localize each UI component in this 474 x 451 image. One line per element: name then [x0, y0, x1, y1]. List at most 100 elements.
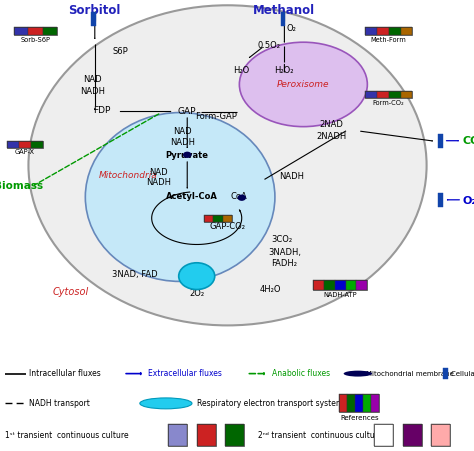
Text: 3CO₂: 3CO₂: [272, 235, 292, 244]
Text: NADH: NADH: [279, 172, 304, 181]
Text: Cellular membrane: Cellular membrane: [451, 371, 474, 377]
Text: Peroxisome: Peroxisome: [277, 80, 329, 89]
Bar: [438, 193, 443, 207]
Text: Biomass: Biomass: [0, 181, 44, 191]
Bar: [443, 368, 448, 379]
Bar: [346, 281, 356, 290]
Text: FDP: FDP: [93, 106, 110, 115]
Text: Pyruvate: Pyruvate: [166, 151, 209, 160]
Text: CO₂: CO₂: [462, 136, 474, 146]
Bar: [365, 91, 377, 98]
Bar: [7, 141, 19, 148]
Text: 2NADH: 2NADH: [317, 132, 347, 141]
Bar: [374, 424, 393, 446]
Bar: [213, 215, 223, 221]
Bar: [197, 424, 216, 446]
Text: NAD: NAD: [173, 128, 192, 136]
Bar: [281, 12, 285, 27]
Bar: [43, 28, 57, 35]
Text: NAD: NAD: [83, 75, 102, 83]
Bar: [225, 424, 244, 446]
Text: NADH: NADH: [80, 87, 105, 96]
Bar: [14, 28, 28, 35]
Text: Cytosol: Cytosol: [53, 287, 89, 297]
Bar: [355, 395, 363, 412]
Circle shape: [183, 152, 191, 158]
Text: Form-GAP: Form-GAP: [195, 111, 237, 120]
Bar: [91, 12, 96, 27]
Text: 2ⁿᵈ transient  continuous culture: 2ⁿᵈ transient continuous culture: [258, 431, 383, 440]
Text: Respiratory electron transport system: Respiratory electron transport system: [197, 399, 343, 408]
Bar: [168, 424, 187, 446]
Text: Sorbitol: Sorbitol: [69, 4, 121, 17]
Text: NADH-ATP: NADH-ATP: [324, 293, 357, 299]
Text: NADH: NADH: [170, 138, 195, 147]
Bar: [313, 281, 367, 290]
Circle shape: [140, 398, 192, 409]
Text: Acetyl-CoA: Acetyl-CoA: [166, 193, 218, 202]
Bar: [347, 395, 355, 412]
Text: NADH transport: NADH transport: [29, 399, 90, 408]
Bar: [389, 28, 401, 35]
Ellipse shape: [28, 5, 427, 325]
Bar: [168, 424, 187, 446]
Text: Intracellular fluxes: Intracellular fluxes: [29, 369, 101, 378]
Text: Sorb-S6P: Sorb-S6P: [20, 37, 51, 43]
Text: FADH₂: FADH₂: [272, 258, 297, 267]
Text: 3NADH,: 3NADH,: [268, 248, 301, 257]
Ellipse shape: [239, 42, 367, 127]
Text: O₂: O₂: [462, 196, 474, 206]
Bar: [223, 215, 232, 221]
Text: Extracellular fluxes: Extracellular fluxes: [148, 369, 222, 378]
Text: 1ˢᵗ transient  continuous culture: 1ˢᵗ transient continuous culture: [5, 431, 128, 440]
Bar: [365, 28, 377, 35]
Bar: [31, 141, 43, 148]
Text: 4H₂O: 4H₂O: [259, 285, 281, 294]
Text: 2NAD: 2NAD: [320, 120, 344, 129]
Bar: [377, 91, 389, 98]
Bar: [197, 424, 216, 446]
Bar: [7, 141, 43, 148]
Text: NAD: NAD: [149, 168, 168, 177]
Text: GAP: GAP: [178, 107, 197, 116]
Bar: [401, 91, 412, 98]
Text: CoA: CoA: [231, 193, 248, 202]
Bar: [324, 281, 335, 290]
Circle shape: [344, 371, 372, 377]
Bar: [313, 281, 324, 290]
Text: Methanol: Methanol: [253, 4, 316, 17]
Bar: [19, 141, 31, 148]
Text: O₂: O₂: [286, 23, 296, 32]
Bar: [371, 395, 379, 412]
Bar: [363, 395, 371, 412]
Circle shape: [237, 194, 246, 201]
Bar: [403, 424, 422, 446]
Bar: [339, 395, 379, 412]
Text: H₂O: H₂O: [234, 66, 250, 75]
Bar: [377, 28, 389, 35]
Bar: [365, 91, 412, 98]
Text: Form-CO₂: Form-CO₂: [373, 100, 404, 106]
Text: Mitochondria: Mitochondria: [99, 171, 157, 180]
Bar: [438, 134, 443, 148]
Text: 0.5O₂: 0.5O₂: [258, 41, 281, 50]
Circle shape: [179, 263, 215, 290]
Ellipse shape: [85, 113, 275, 281]
Bar: [389, 91, 401, 98]
Bar: [204, 215, 232, 221]
Text: H₂O₂: H₂O₂: [273, 66, 293, 75]
Text: Meth-Form: Meth-Form: [371, 37, 407, 43]
Text: References: References: [340, 415, 379, 421]
Bar: [431, 424, 450, 446]
Bar: [28, 28, 43, 35]
Text: S6P: S6P: [113, 46, 129, 55]
Text: GAP-X: GAP-X: [15, 149, 35, 155]
Bar: [14, 28, 57, 35]
Bar: [365, 28, 412, 35]
Bar: [335, 281, 346, 290]
Bar: [431, 424, 450, 446]
Text: 3NAD, FAD: 3NAD, FAD: [112, 270, 158, 279]
Bar: [403, 424, 422, 446]
Text: NADH: NADH: [146, 179, 171, 188]
Bar: [339, 395, 347, 412]
